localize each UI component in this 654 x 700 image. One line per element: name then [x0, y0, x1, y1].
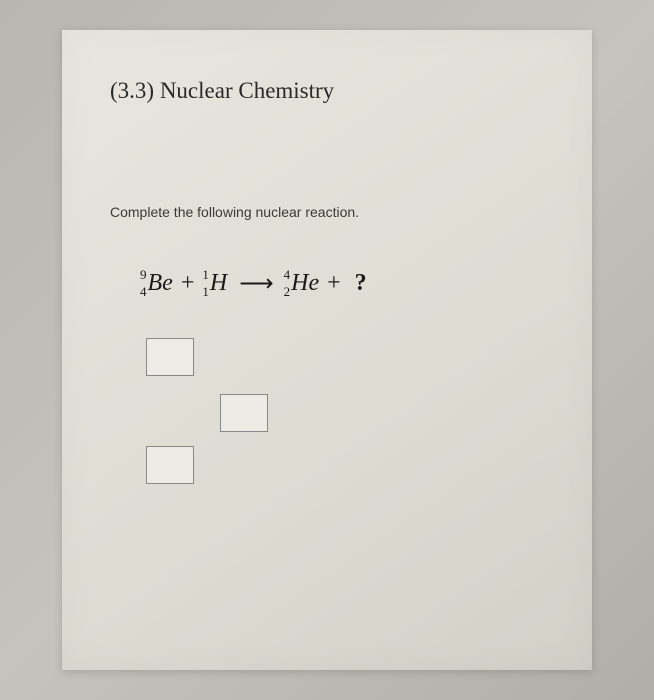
nuclide-he: 4 2 He: [284, 268, 319, 298]
answer-box-mass[interactable]: [146, 338, 194, 376]
be-symbol: Be: [148, 270, 173, 297]
h-mass: 1: [202, 268, 209, 281]
h-atomic: 1: [202, 285, 209, 298]
he-symbol: He: [291, 270, 319, 297]
plus-2: +: [327, 270, 341, 297]
he-mass: 4: [284, 268, 291, 281]
he-atomic: 2: [284, 285, 291, 298]
plus-1: +: [181, 270, 195, 297]
h-scripts: 1 1: [202, 268, 209, 298]
be-scripts: 9 4: [140, 268, 147, 298]
be-mass: 9: [140, 268, 147, 281]
arrow: ⟶: [239, 269, 271, 298]
answer-box-atomic[interactable]: [146, 446, 194, 484]
nuclear-equation: 9 4 Be + 1 1 H ⟶ 4 2 He + ?: [140, 268, 550, 298]
answer-box-symbol[interactable]: [220, 394, 268, 432]
unknown-marker: ?: [355, 270, 367, 297]
nuclide-be: 9 4 Be: [140, 268, 173, 298]
answer-inputs: [146, 338, 550, 498]
worksheet-page: (3.3) Nuclear Chemistry Complete the fol…: [62, 30, 592, 670]
he-scripts: 4 2: [284, 268, 291, 298]
be-atomic: 4: [140, 285, 147, 298]
nuclide-h: 1 1 H: [202, 268, 227, 298]
page-title: (3.3) Nuclear Chemistry: [110, 78, 550, 104]
h-symbol: H: [210, 270, 227, 297]
instruction-text: Complete the following nuclear reaction.: [110, 204, 550, 220]
